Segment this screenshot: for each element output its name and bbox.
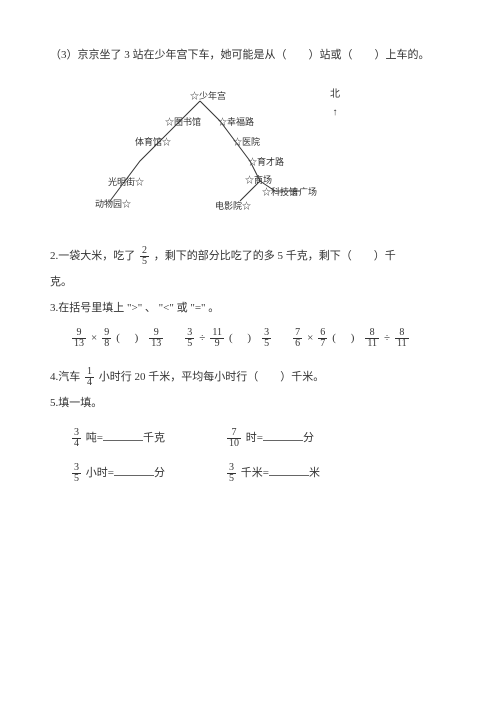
- question-3: （3）京京坐了 3 站在少年宫下车，她可能是从（ ）站或（ ）上车的。: [50, 46, 450, 66]
- question-3-compare: 3.在括号里填上 ">" 、 "<" 或 "=" 。: [50, 299, 450, 319]
- question-2: 2.一袋大米，吃了 25 ，剩下的部分比吃了的多 5 千克，剩下（ ）千: [50, 246, 450, 267]
- compass-north: 北↑: [330, 86, 340, 122]
- fraction-compare-row: 913 × 98 ( ) 913 35 ÷ 119 ( ) 35 76 × 67…: [70, 328, 450, 349]
- conversion-row-1: 34 吨=千克 710 时=分: [70, 428, 450, 449]
- question-2-cont: 克。: [50, 273, 450, 293]
- question-5: 5.填一填。: [50, 394, 450, 414]
- conversion-row-2: 35 小时=分 35 千米=米: [70, 463, 450, 484]
- route-diagram: 北↑ ☆少年宫 ☆图书馆 ☆幸福路 体育馆☆ ☆医院 光明街☆ ☆育才路 动物园…: [90, 86, 310, 226]
- question-4: 4.汽车 14 小时行 20 千米，平均每小时行（ ）千米。: [50, 367, 450, 388]
